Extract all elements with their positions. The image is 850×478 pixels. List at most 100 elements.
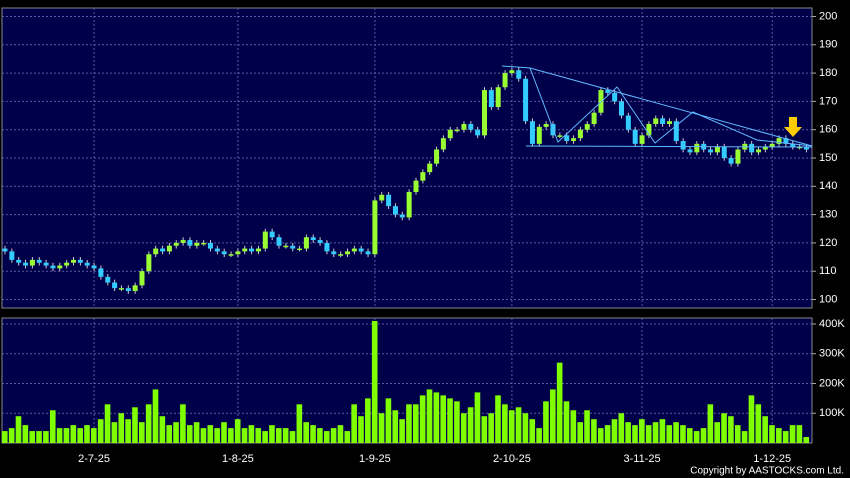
candle-body bbox=[303, 237, 309, 249]
candle-body bbox=[756, 149, 761, 153]
volume-bar bbox=[645, 425, 652, 443]
volume-bar bbox=[63, 428, 70, 443]
volume-bar bbox=[344, 431, 351, 443]
candle-body bbox=[660, 118, 666, 125]
y-tick-label: 150 bbox=[819, 152, 837, 164]
volume-bar bbox=[269, 425, 275, 443]
y-tick-label: 300K bbox=[819, 348, 845, 360]
volume-bar bbox=[180, 404, 186, 443]
candle-body bbox=[529, 121, 535, 144]
candle-body bbox=[571, 138, 577, 142]
candle-body bbox=[714, 146, 720, 153]
candle-body bbox=[160, 248, 166, 252]
volume-bar bbox=[262, 431, 268, 443]
candle-body bbox=[475, 129, 481, 136]
candle-body bbox=[118, 288, 124, 290]
candle-body bbox=[194, 242, 200, 246]
volume-bar bbox=[611, 419, 618, 443]
volume-bar bbox=[522, 413, 529, 443]
candle-body bbox=[43, 262, 49, 266]
volume-bar bbox=[371, 320, 378, 443]
candle-body bbox=[345, 251, 350, 255]
candle-body bbox=[310, 237, 316, 241]
candle-body bbox=[666, 121, 672, 125]
volume-bar bbox=[419, 395, 426, 443]
volume-bar bbox=[193, 422, 200, 443]
trend-line bbox=[529, 67, 813, 147]
volume-bar bbox=[577, 422, 583, 443]
candle-body bbox=[36, 259, 42, 263]
candle-body bbox=[612, 92, 618, 102]
y-tick-label: 190 bbox=[819, 39, 837, 51]
candle-body bbox=[591, 112, 597, 125]
volume-bar bbox=[289, 431, 296, 443]
candle-body bbox=[365, 251, 371, 255]
candle-body bbox=[646, 124, 652, 136]
volume-bar bbox=[378, 413, 385, 443]
candle-body bbox=[2, 248, 8, 252]
volume-bar bbox=[111, 422, 118, 443]
volume-bar bbox=[152, 389, 159, 443]
candle-body bbox=[721, 146, 727, 158]
candle-body bbox=[9, 251, 15, 260]
volume-bar bbox=[433, 392, 440, 443]
candle-body bbox=[488, 90, 494, 108]
y-tick-label: 180 bbox=[819, 67, 837, 79]
candle-body bbox=[173, 242, 179, 246]
volume-bar bbox=[604, 425, 611, 443]
volume-bar bbox=[673, 422, 679, 443]
volume-bar bbox=[467, 407, 474, 443]
copyright: Copyright by AASTOCKS.com Ltd. bbox=[690, 466, 844, 477]
volume-bar bbox=[687, 428, 693, 443]
candle-body bbox=[91, 265, 97, 269]
volume-bar bbox=[618, 413, 625, 443]
volume-bar bbox=[84, 425, 90, 443]
volume-bar bbox=[365, 398, 371, 443]
volume-bar bbox=[454, 401, 460, 443]
candle-body bbox=[16, 259, 22, 263]
volume-bar bbox=[481, 416, 488, 443]
volume-bar bbox=[584, 410, 590, 443]
candle-body bbox=[639, 135, 645, 144]
volume-bar bbox=[755, 404, 762, 443]
candle-body bbox=[447, 129, 453, 139]
candle-body bbox=[338, 254, 344, 256]
candle-body bbox=[324, 242, 330, 252]
volume-bar bbox=[707, 404, 714, 443]
candle-body bbox=[262, 231, 268, 249]
candle-body bbox=[146, 254, 152, 272]
volume-bar bbox=[399, 419, 405, 443]
volume-bar bbox=[666, 425, 673, 443]
volume-bar bbox=[700, 428, 707, 443]
volume-bar bbox=[440, 395, 446, 443]
volume-bar bbox=[43, 431, 49, 443]
candle-body bbox=[358, 248, 364, 252]
x-tick-label: 1-12-25 bbox=[753, 453, 791, 465]
y-tick-label: 400K bbox=[819, 318, 845, 330]
pattern-line bbox=[501, 65, 813, 147]
volume-bar bbox=[782, 431, 789, 443]
volume-bar bbox=[330, 428, 337, 443]
volume-bar bbox=[413, 404, 419, 443]
volume-bar bbox=[734, 425, 741, 443]
volume-bar bbox=[207, 425, 214, 443]
candle-body bbox=[632, 129, 638, 144]
volume-bar bbox=[323, 431, 330, 443]
candle-body bbox=[584, 124, 590, 130]
candle-body bbox=[201, 242, 207, 245]
volume-bar bbox=[317, 428, 323, 443]
volume-bar bbox=[529, 419, 536, 443]
volume-bar bbox=[406, 404, 412, 443]
candle-body bbox=[351, 248, 357, 252]
volume-bar bbox=[474, 392, 481, 443]
candle-body bbox=[523, 78, 529, 122]
volume-bar bbox=[234, 419, 241, 443]
candle-body bbox=[276, 237, 282, 246]
y-tick-label: 200 bbox=[819, 10, 837, 22]
candle-body bbox=[564, 135, 570, 142]
volume-bar bbox=[789, 425, 796, 443]
x-tick-label: 1-9-25 bbox=[359, 453, 391, 465]
volume-bar bbox=[173, 422, 179, 443]
y-tick-label: 130 bbox=[819, 209, 837, 221]
volume-bar bbox=[70, 425, 77, 443]
